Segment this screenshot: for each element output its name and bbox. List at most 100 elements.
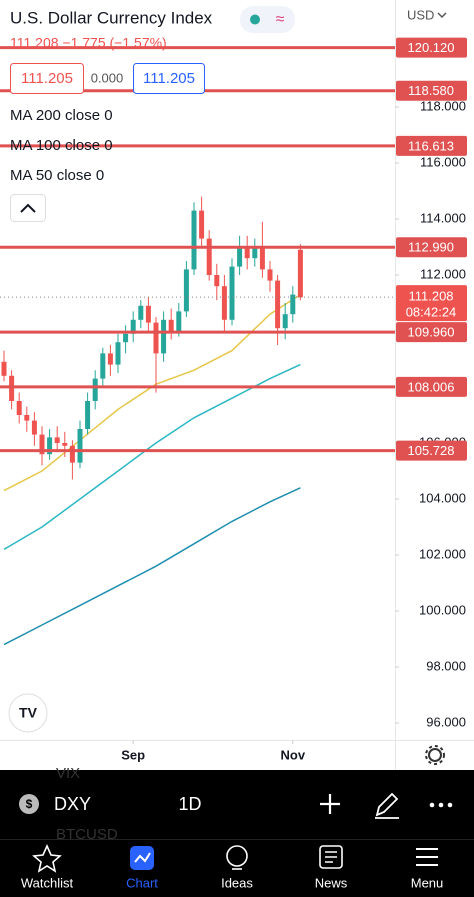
news-icon[interactable] (319, 845, 343, 869)
candle-body (168, 319, 174, 331)
level-label: 105.728 (408, 443, 455, 458)
candle-body (252, 247, 258, 259)
nav-label[interactable]: Chart (126, 875, 158, 890)
y-tick-label: 116.000 (420, 154, 466, 169)
candle-body (191, 210, 197, 270)
candle-body (9, 375, 15, 401)
level-label-box (396, 376, 467, 397)
add-button[interactable] (320, 794, 340, 814)
candle-body (244, 247, 250, 259)
status-pill[interactable] (240, 6, 295, 33)
level-label-box (396, 440, 467, 461)
spread: 0.000 (91, 70, 124, 85)
candle-body (62, 443, 68, 446)
y-tick-label: 118.000 (420, 98, 466, 113)
symbol-icon-glyph: $ (26, 797, 33, 811)
candle-body (130, 319, 136, 334)
level-label-box (396, 322, 467, 343)
y-tick-label: 112.000 (420, 266, 466, 281)
dot (438, 802, 444, 808)
gear (428, 748, 442, 762)
candle-body (145, 305, 151, 323)
market-open-dot (250, 14, 260, 25)
prev-symbol: VIX (56, 765, 80, 782)
bid: 111.205 (21, 70, 73, 87)
nav-label[interactable]: Ideas (221, 875, 253, 890)
y-tick-label: 98.000 (426, 658, 466, 673)
candle-body (16, 401, 22, 415)
indicator-label[interactable]: MA 200 close 0 (10, 107, 113, 124)
delayed-icon: ≈ (276, 11, 285, 28)
interval[interactable]: 1D (178, 794, 201, 814)
level-label: 109.960 (408, 325, 455, 340)
candle-body (267, 269, 273, 281)
candle-body (297, 249, 303, 298)
nav-label[interactable]: Menu (411, 875, 444, 890)
ideas-icon[interactable] (226, 845, 248, 867)
countdown-label: 08:42:24 (406, 305, 457, 320)
y-tick-label: 100.000 (419, 602, 466, 617)
candle-body (237, 247, 243, 267)
menu-icon[interactable] (416, 848, 438, 866)
price-label-box (396, 285, 467, 322)
candle-body (282, 314, 288, 329)
candle-body (115, 342, 121, 365)
symbol[interactable]: DXY (54, 794, 91, 814)
candle-body (229, 266, 235, 320)
candle-body (47, 437, 53, 455)
nav-label[interactable]: News (315, 875, 348, 890)
candle-body (199, 210, 205, 239)
gear-teeth (425, 745, 445, 765)
settings-icon[interactable] (425, 745, 445, 765)
indicator-label[interactable]: MA 100 close 0 (10, 137, 113, 154)
currency[interactable]: USD (407, 7, 434, 22)
moving-average (3, 363, 301, 551)
candle-body (1, 361, 7, 376)
next-symbol: BTCUSD (56, 826, 118, 843)
candle-body (153, 322, 159, 354)
level-label: 108.006 (408, 379, 455, 394)
candle-body (92, 378, 98, 401)
symbol-icon (19, 794, 39, 814)
nav-label[interactable]: Watchlist (21, 875, 74, 890)
candle-body (123, 333, 129, 343)
chevron-up (20, 203, 36, 213)
symbol-title: U.S. Dollar Currency Index (10, 8, 213, 27)
bottom-bar (0, 770, 474, 897)
candle-body (107, 353, 113, 365)
moving-average (3, 487, 301, 646)
candle-body (39, 434, 45, 455)
draw-button[interactable] (375, 792, 399, 819)
news-icon-lines (325, 851, 337, 863)
overlay: U.S. Dollar Currency Index ≈ 111.208 −1.… (0, 6, 474, 897)
currency-caret (437, 12, 447, 19)
x-tick-label: Nov (281, 747, 306, 762)
watchlist-icon[interactable] (32, 844, 62, 873)
tv-logo-badge[interactable] (8, 693, 48, 733)
candle-body (24, 415, 30, 421)
dot (429, 802, 435, 808)
level-label-box (396, 80, 467, 101)
more-button[interactable] (429, 802, 453, 808)
ask: 111.205 (143, 70, 195, 87)
candle-body (214, 275, 220, 287)
level-label-box (396, 135, 467, 156)
candle-body (138, 305, 144, 320)
indicator-label[interactable]: MA 50 close 0 (10, 167, 104, 184)
level-label: 116.613 (408, 138, 454, 153)
candle-body (77, 429, 83, 463)
candle-body (176, 311, 182, 331)
y-tick-label: 104.000 (419, 490, 466, 505)
candle-body (290, 294, 296, 315)
level-label: 118.580 (408, 83, 454, 98)
chart-icon-line (134, 852, 151, 863)
y-tick-label: 96.000 (426, 714, 466, 729)
sell-box[interactable] (10, 63, 84, 94)
collapse-button[interactable] (10, 194, 46, 222)
buy-box[interactable] (133, 63, 205, 94)
price-label: 111.208 (408, 289, 453, 304)
level-label: 112.990 (408, 240, 454, 255)
candle-body (100, 353, 106, 379)
level-label: 120.120 (408, 40, 455, 55)
